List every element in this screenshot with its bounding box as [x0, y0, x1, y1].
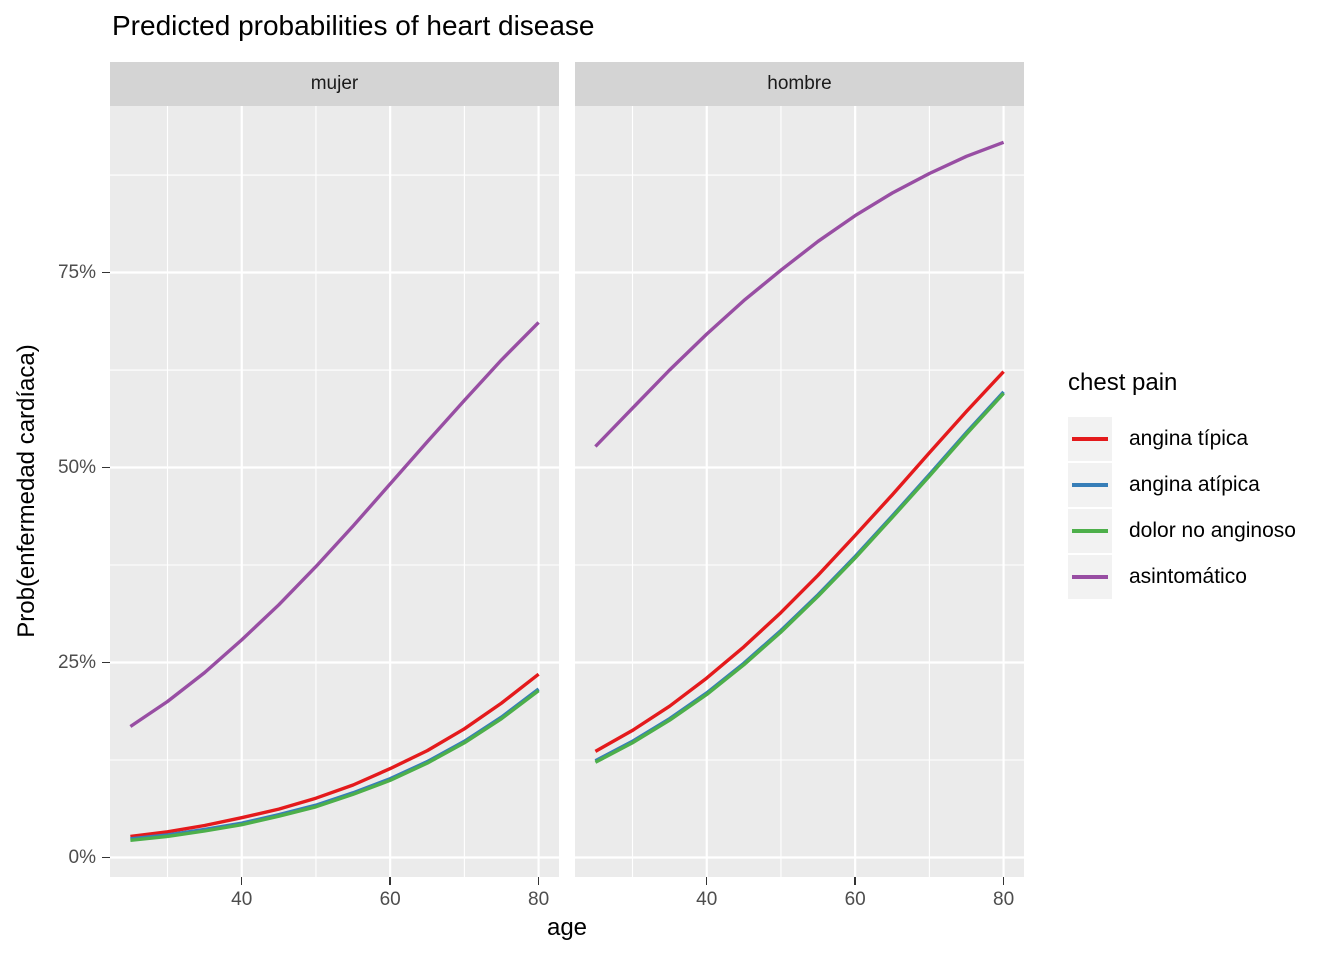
x-tick-mark	[389, 877, 391, 885]
y-axis-title: Prob(enfermedad cardíaca)	[13, 344, 40, 638]
y-tick-mark	[102, 466, 110, 469]
legend-line-swatch-red	[1072, 437, 1108, 441]
panel-plot-hombre	[575, 106, 1024, 877]
facet-strip-hombre: hombre	[575, 62, 1024, 106]
legend-key	[1068, 509, 1112, 553]
series-line-asintomático	[594, 140, 1005, 448]
legend: chest pain angina típica angina atípica …	[1068, 368, 1296, 600]
y-tick-label: 50%	[57, 456, 96, 478]
legend-title: chest pain	[1068, 369, 1178, 396]
x-tick-mark	[537, 877, 540, 885]
x-tick-label: 60	[844, 889, 866, 910]
x-tick-mark	[1002, 877, 1005, 885]
legend-key	[1068, 417, 1112, 461]
x-tick-label: 80	[993, 889, 1015, 910]
x-tick-label: 60	[379, 889, 401, 910]
chart-title: Predicted probabilities of heart disease	[112, 10, 595, 41]
panel-plot-mujer	[110, 106, 559, 877]
x-axis-title: age	[546, 914, 588, 941]
series-line-dolor-no-anginoso	[594, 392, 1005, 764]
x-tick-mark	[854, 877, 856, 885]
x-tick-mark	[705, 877, 708, 885]
facet-strip-label: mujer	[310, 73, 359, 94]
x-tick-label: 40	[231, 889, 253, 910]
y-tick-mark	[102, 661, 110, 664]
y-tick-label: 25%	[57, 651, 96, 673]
legend-row: dolor no anginoso	[1068, 508, 1296, 554]
legend-key	[1068, 555, 1112, 599]
legend-row: angina típica	[1068, 416, 1296, 462]
legend-label: dolor no anginoso	[1129, 519, 1296, 542]
y-tick-label: 75%	[57, 261, 96, 283]
legend-row: asintomático	[1068, 554, 1296, 600]
facet-strip-label: hombre	[767, 73, 832, 94]
series-line-angina-atípica	[594, 390, 1005, 763]
legend-row: angina atípica	[1068, 462, 1296, 508]
x-tick-mark	[240, 877, 243, 885]
legend-key	[1068, 463, 1112, 507]
series-line-angina-típica	[594, 370, 1005, 753]
y-tick-mark	[102, 856, 110, 859]
legend-line-swatch-blue	[1072, 483, 1108, 487]
x-tick-label: 40	[696, 889, 718, 910]
legend-label: asintomático	[1129, 565, 1247, 588]
x-tick-label: 80	[528, 889, 550, 910]
legend-line-swatch-purple	[1072, 575, 1108, 579]
legend-label: angina típica	[1129, 427, 1249, 450]
series-line-dolor-no-anginoso	[130, 689, 540, 842]
legend-line-swatch-green	[1072, 529, 1108, 533]
facet-strip-mujer: mujer	[110, 62, 559, 106]
y-tick-mark	[102, 271, 110, 274]
panel-hombre	[575, 106, 1024, 877]
series-line-angina-atípica	[130, 687, 540, 841]
y-tick-label: 0%	[68, 846, 96, 868]
series-line-asintomático	[129, 321, 540, 728]
panel-mujer	[110, 106, 559, 877]
series-line-angina-típica	[130, 672, 540, 839]
legend-label: angina atípica	[1129, 473, 1260, 496]
